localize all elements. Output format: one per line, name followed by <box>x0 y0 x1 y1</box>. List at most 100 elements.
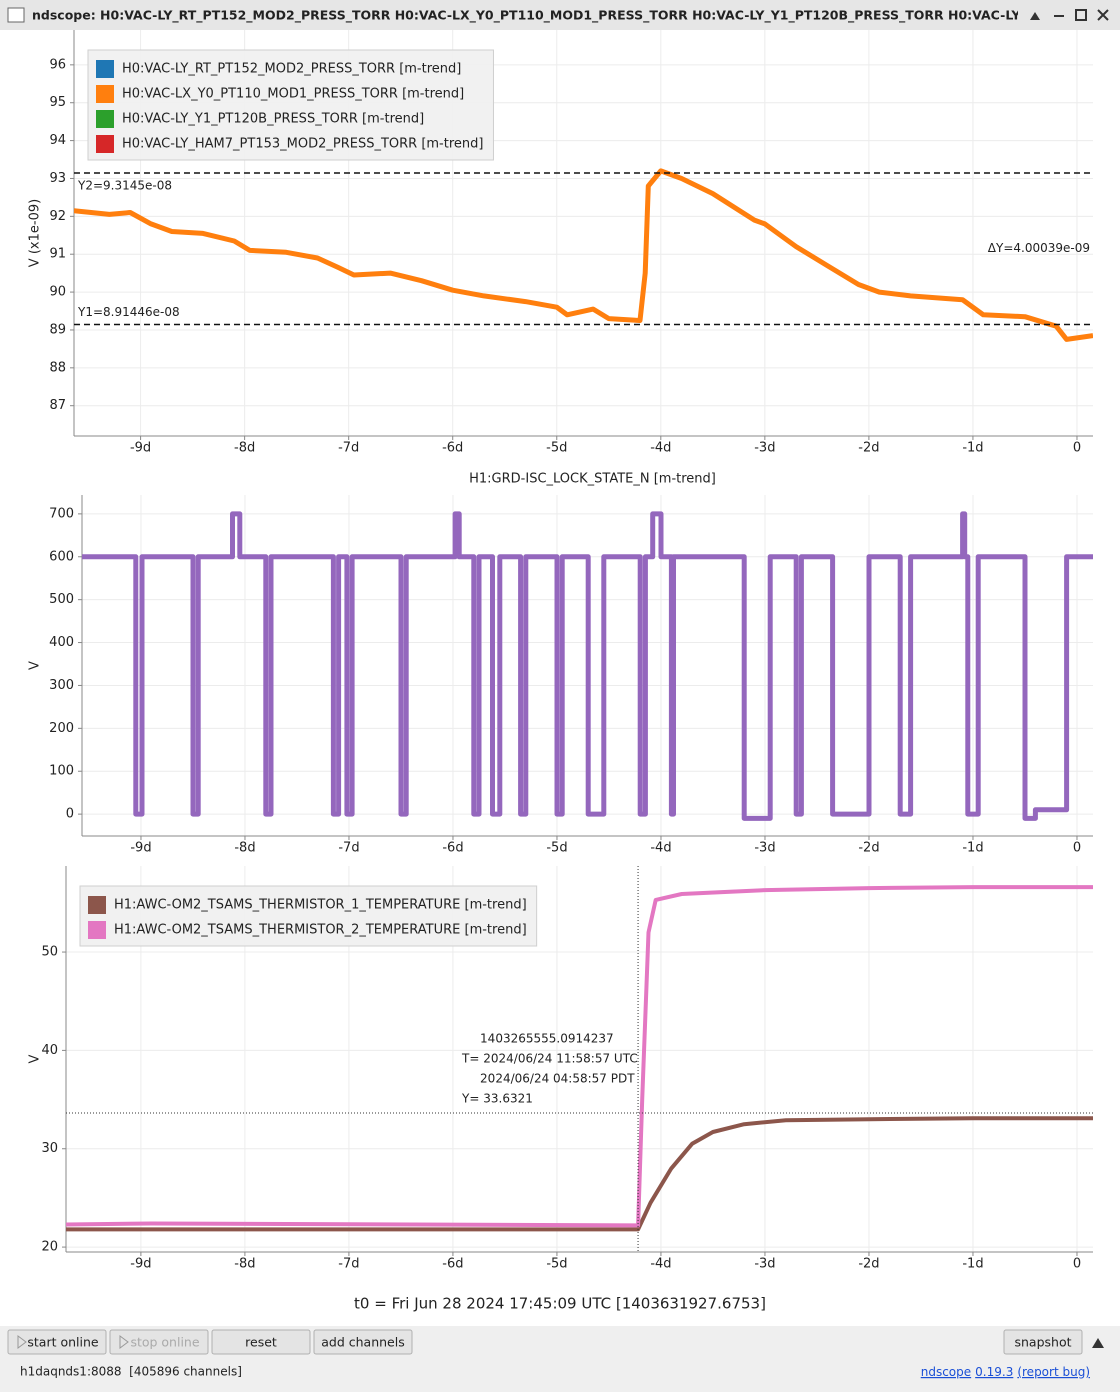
button[interactable] <box>7 1329 107 1355</box>
x-tick-label: 0 <box>1073 841 1081 856</box>
legend-swatch <box>96 110 114 128</box>
x-tick-label: -7d <box>338 1257 359 1272</box>
x-tick-label: -3d <box>754 441 775 456</box>
cursor-label: 1403265555.0914237 <box>480 1032 614 1046</box>
chart-title: H1:GRD-ISC_LOCK_STATE_N [m-trend] <box>469 472 716 487</box>
y-tick-label: 400 <box>49 635 74 650</box>
link[interactable]: (report bug) <box>1017 1365 1090 1379</box>
series-line <box>74 168 1093 342</box>
y-tick-label: 50 <box>41 945 58 960</box>
x-tick-label: -4d <box>650 441 671 456</box>
button-icon <box>17 1335 27 1349</box>
x-tick-label: -4d <box>650 1257 671 1272</box>
cursor-label: Y= 33.6321 <box>461 1092 533 1106</box>
y-tick-label: 90 <box>49 285 66 300</box>
button[interactable] <box>1003 1329 1083 1355</box>
y-tick-label: 94 <box>49 133 66 148</box>
cursor-label: Y2=9.3145e-08 <box>77 178 172 192</box>
x-tick-label: -3d <box>754 1257 775 1272</box>
y-tick-label: 200 <box>49 721 74 736</box>
x-tick-label: -9d <box>130 841 151 856</box>
legend-label: H1:AWC-OM2_TSAMS_THERMISTOR_2_TEMPERATUR… <box>114 923 527 938</box>
y-tick-label: 88 <box>49 360 66 375</box>
legend-label: H0:VAC-LY_RT_PT152_MOD2_PRESS_TORR [m-tr… <box>122 62 461 77</box>
maximize-button[interactable] <box>1075 9 1087 21</box>
legend-label: H0:VAC-LY_Y1_PT120B_PRESS_TORR [m-trend] <box>122 112 424 127</box>
legend-swatch <box>96 85 114 103</box>
window-title: ndscope: H0:VAC-LY_RT_PT152_MOD2_PRESS_T… <box>32 8 1120 24</box>
x-tick-label: -2d <box>858 441 879 456</box>
x-tick-label: -8d <box>234 1257 255 1272</box>
x-tick-label: -1d <box>962 1257 983 1272</box>
x-tick-label: -3d <box>754 841 775 856</box>
x-tick-label: 0 <box>1073 441 1081 456</box>
cursor-label: T= 2024/06/24 11:58:57 UTC <box>461 1052 638 1066</box>
legend-label: H0:VAC-LY_HAM7_PT153_MOD2_PRESS_TORR [m-… <box>122 137 483 152</box>
y-tick-label: 93 <box>49 171 66 186</box>
status-links: ndscope 0.19.3 (report bug) <box>921 1365 1090 1379</box>
link[interactable]: ndscope <box>921 1365 971 1379</box>
t0-label: t0 = Fri Jun 28 2024 17:45:09 UTC [14036… <box>354 1295 766 1313</box>
y-tick-label: 30 <box>41 1141 58 1156</box>
y-axis-label: V <box>28 661 43 670</box>
legend-box <box>87 49 494 161</box>
y-tick-label: 91 <box>49 247 66 262</box>
close-button[interactable] <box>1097 9 1109 21</box>
legend: H0:VAC-LY_RT_PT152_MOD2_PRESS_TORR [m-tr… <box>87 49 494 161</box>
x-tick-label: -7d <box>338 441 359 456</box>
button-label: reset <box>245 1335 277 1350</box>
x-tick-label: -6d <box>442 441 463 456</box>
cursor-label: 2024/06/24 04:58:57 PDT <box>480 1072 635 1086</box>
legend-label: H1:AWC-OM2_TSAMS_THERMISTOR_1_TEMPERATUR… <box>114 898 527 913</box>
x-tick-label: -5d <box>546 441 567 456</box>
y-tick-label: 0 <box>66 807 74 822</box>
cursor-label: Y1=8.91446e-08 <box>77 305 180 319</box>
x-tick-label: -8d <box>234 841 255 856</box>
x-tick-label: -7d <box>338 841 359 856</box>
x-tick-label: -1d <box>962 841 983 856</box>
app-icon <box>7 7 25 23</box>
y-axis-label: V <box>28 1054 43 1063</box>
series-line <box>82 511 1093 821</box>
x-tick-label: 0 <box>1073 1257 1081 1272</box>
y-tick-label: 300 <box>49 678 74 693</box>
x-tick-label: -5d <box>546 841 567 856</box>
x-tick-label: -4d <box>650 841 671 856</box>
y-axis-label: V (x1e-09) <box>28 199 43 267</box>
series-line <box>66 1116 1093 1232</box>
y-tick-label: 600 <box>49 549 74 564</box>
shade-button[interactable] <box>1030 12 1040 20</box>
button <box>109 1329 209 1355</box>
y-tick-label: 92 <box>49 209 66 224</box>
x-tick-label: -9d <box>130 441 151 456</box>
link[interactable]: 0.19.3 <box>975 1365 1013 1379</box>
button-label: stop online <box>130 1335 199 1350</box>
x-tick-label: -2d <box>858 841 879 856</box>
button[interactable] <box>211 1329 311 1355</box>
legend-label: H0:VAC-LX_Y0_PT110_MOD1_PRESS_TORR [m-tr… <box>122 87 464 102</box>
x-tick-label: -5d <box>546 1257 567 1272</box>
legend-swatch <box>96 60 114 78</box>
button-label: start online <box>27 1335 99 1350</box>
legend-swatch <box>96 135 114 153</box>
y-tick-label: 100 <box>49 764 74 779</box>
legend: H1:AWC-OM2_TSAMS_THERMISTOR_1_TEMPERATUR… <box>79 885 538 947</box>
legend-swatch <box>88 921 106 939</box>
button-icon <box>119 1335 129 1349</box>
y-tick-label: 89 <box>49 322 66 337</box>
collapse-button[interactable] <box>1092 1338 1104 1348</box>
y-tick-label: 500 <box>49 592 74 607</box>
x-tick-label: -6d <box>442 1257 463 1272</box>
y-tick-label: 700 <box>49 506 74 521</box>
x-tick-label: -2d <box>858 1257 879 1272</box>
button[interactable] <box>313 1329 413 1355</box>
series-line <box>66 885 1093 1228</box>
y-tick-label: 40 <box>41 1043 58 1058</box>
status-text: h1daqnds1:8088 [405896 channels] <box>20 1365 242 1379</box>
delta-label: ΔY=4.00039e-09 <box>988 241 1090 255</box>
button-label: snapshot <box>1014 1335 1071 1350</box>
x-tick-label: -6d <box>442 841 463 856</box>
legend-swatch <box>88 896 106 914</box>
